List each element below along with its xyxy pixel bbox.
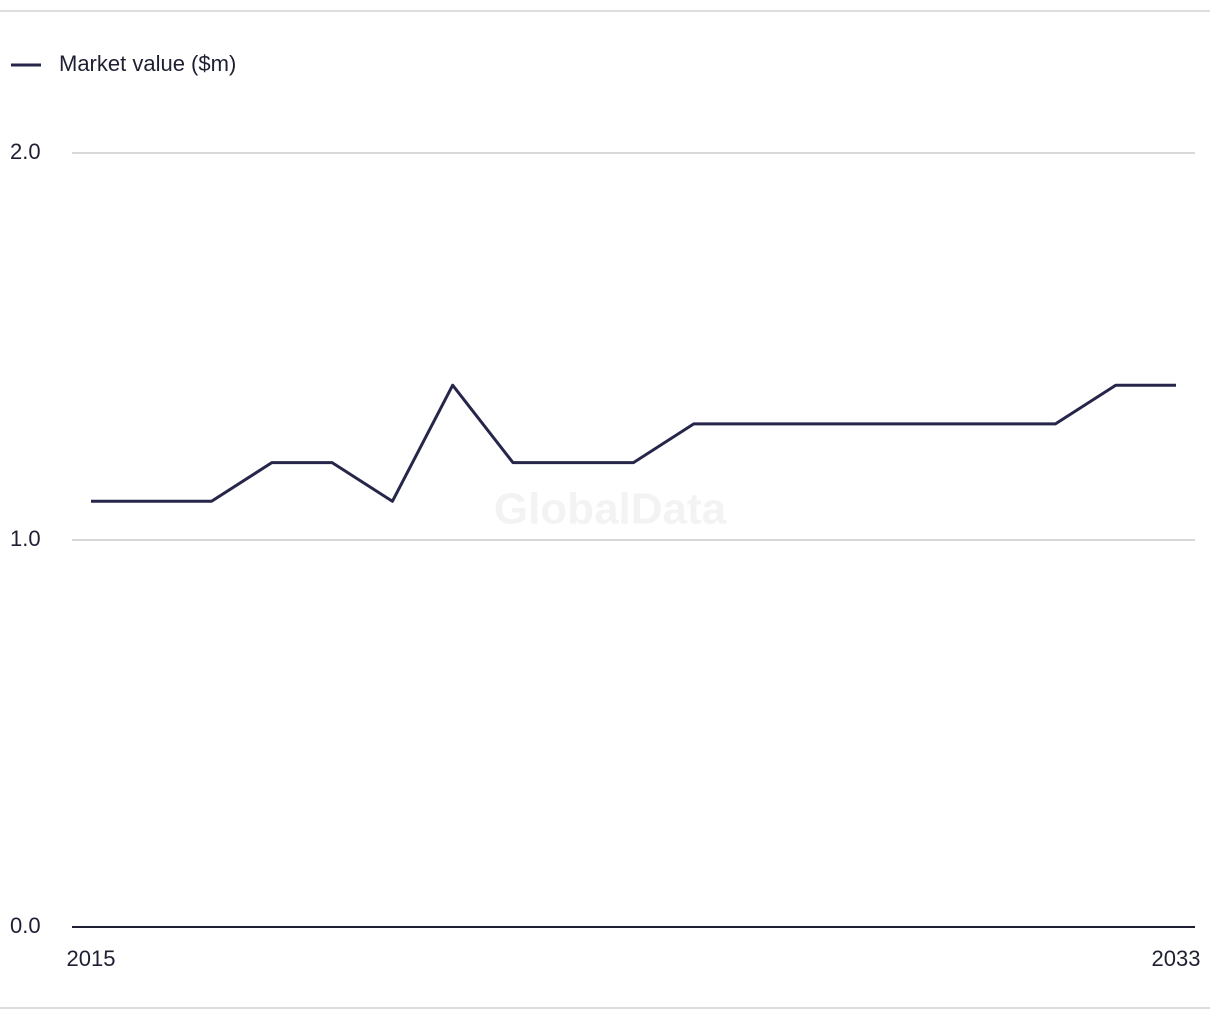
legend-label: Market value ($m) — [59, 51, 236, 76]
y-tick-label: 2.0 — [10, 139, 41, 164]
x-tick-label: 2015 — [67, 946, 116, 971]
series-line — [91, 383, 1176, 503]
y-tick-label: 1.0 — [10, 526, 41, 551]
x-tick-label: 2033 — [1152, 946, 1201, 971]
watermark: GlobalData — [494, 485, 727, 534]
y-tick-label: 0.0 — [10, 913, 41, 938]
